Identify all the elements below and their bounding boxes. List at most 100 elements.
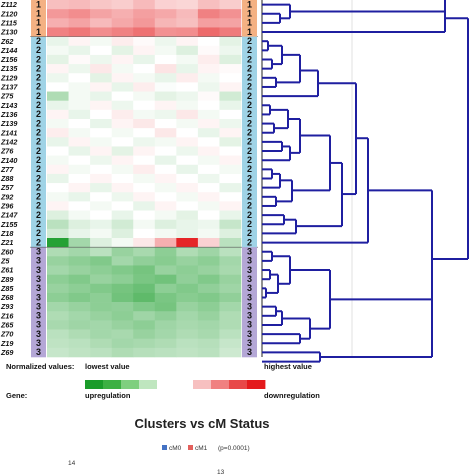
heatmap-cell	[197, 146, 220, 156]
cluster-cell	[31, 109, 46, 120]
heatmap-cell	[90, 292, 112, 303]
heatmap-cell	[68, 119, 91, 129]
heatmap-cell	[68, 265, 91, 275]
heatmap-cell	[197, 256, 220, 266]
cluster-number: 3	[36, 301, 41, 311]
heatmap-cell	[176, 27, 199, 37]
heatmap-cell	[47, 329, 69, 339]
heatmap-cell	[176, 9, 199, 19]
heatmap-cell	[133, 128, 156, 138]
row-label: Z5	[0, 256, 10, 265]
heatmap-cell	[219, 256, 242, 266]
cluster-number: 2	[36, 63, 41, 73]
row-label: Z96	[0, 202, 14, 211]
heatmap-cell	[176, 247, 199, 257]
cluster-number: 1	[247, 9, 252, 19]
row-label: Z143	[0, 101, 17, 110]
row-label: Z62	[0, 37, 13, 46]
heatmap-cell	[154, 164, 177, 175]
cluster-number: 2	[247, 164, 252, 174]
heatmap-cell	[197, 320, 220, 330]
heatmap-cell	[90, 210, 112, 220]
heatmap-cell	[68, 183, 91, 193]
heatmap-cell	[90, 265, 112, 275]
heatmap-cell	[90, 238, 112, 248]
bar-chart-title: Clusters vs cM Status	[134, 416, 269, 431]
heatmap-cell	[111, 82, 134, 92]
cluster-cell	[31, 256, 46, 266]
heatmap-cell	[197, 100, 220, 111]
heatmap-cell	[197, 292, 220, 303]
legend-scale-step	[157, 380, 176, 389]
heatmap-cell	[68, 274, 91, 285]
cluster-number: 2	[36, 137, 41, 147]
cluster-cell	[242, 238, 257, 248]
heatmap-cell	[47, 228, 69, 239]
legend-scale-step	[85, 380, 104, 389]
legend-highest-label: highest value	[264, 362, 312, 371]
heatmap-cell	[133, 320, 156, 330]
heatmap-cell	[47, 283, 69, 294]
heatmap-cell	[68, 283, 91, 294]
heatmap-cell	[219, 274, 242, 285]
heatmap-cell	[133, 201, 156, 211]
row-label: Z92	[0, 192, 13, 201]
cluster-cell	[242, 192, 257, 202]
cluster-cell	[31, 54, 46, 65]
heatmap-cell	[90, 91, 112, 101]
heatmap-cell	[111, 238, 134, 248]
cluster-cell	[242, 73, 257, 83]
heatmap-cell	[176, 210, 199, 220]
heatmap-cell	[47, 173, 69, 184]
heatmap-cell	[68, 36, 91, 47]
legend-scale-step	[121, 380, 140, 389]
heatmap-cell	[154, 155, 177, 166]
heatmap-cell	[154, 338, 177, 349]
legend-series-cm0: cM0	[169, 445, 182, 452]
cluster-number: 3	[36, 274, 41, 284]
heatmap-cell	[111, 320, 134, 330]
legend-normalized-label: Normalized values:	[6, 362, 74, 371]
heatmap-cell	[219, 210, 242, 220]
cluster-cell	[31, 9, 46, 19]
heatmap-cell	[197, 119, 220, 129]
row-label: Z18	[0, 229, 13, 238]
heatmap-cell	[176, 146, 199, 156]
heatmap-cell	[154, 137, 177, 147]
heatmap-cell	[133, 183, 156, 193]
heatmap-cell	[197, 338, 220, 349]
heatmap-cell	[47, 347, 69, 358]
cluster-cell	[242, 82, 257, 92]
row-label: Z115	[0, 18, 18, 27]
cluster-number: 2	[247, 219, 252, 229]
cluster-number: 2	[36, 118, 41, 128]
heatmap-cell	[68, 100, 91, 111]
heatmap-cell	[154, 18, 177, 28]
heatmap-cell	[133, 64, 156, 74]
cluster-cell	[242, 173, 257, 184]
cluster-number: 2	[247, 201, 252, 211]
cluster-number: 2	[247, 228, 252, 238]
heatmap-cell	[133, 247, 156, 257]
heatmap-cell	[197, 311, 220, 321]
cluster-cell	[242, 283, 257, 294]
heatmap-cell	[111, 311, 134, 321]
heatmap-cell	[219, 164, 242, 175]
cluster-cell	[31, 283, 46, 294]
heatmap-cell	[133, 302, 156, 312]
cluster-number: 2	[36, 82, 41, 92]
heatmap-cell	[154, 45, 177, 56]
cluster-cell	[242, 54, 257, 65]
heatmap-cell	[47, 247, 69, 257]
heatmap-cell	[47, 9, 69, 19]
heatmap-cell	[154, 73, 177, 83]
heatmap-cell	[197, 0, 220, 10]
heatmap-cell	[111, 27, 134, 37]
row-label: Z130	[0, 28, 17, 37]
cluster-number: 3	[247, 311, 252, 321]
cluster-cell	[242, 9, 257, 19]
heatmap-cell	[111, 192, 134, 202]
heatmap-cell	[133, 155, 156, 166]
heatmap-cell	[176, 82, 199, 92]
heatmap-cell	[68, 109, 91, 120]
